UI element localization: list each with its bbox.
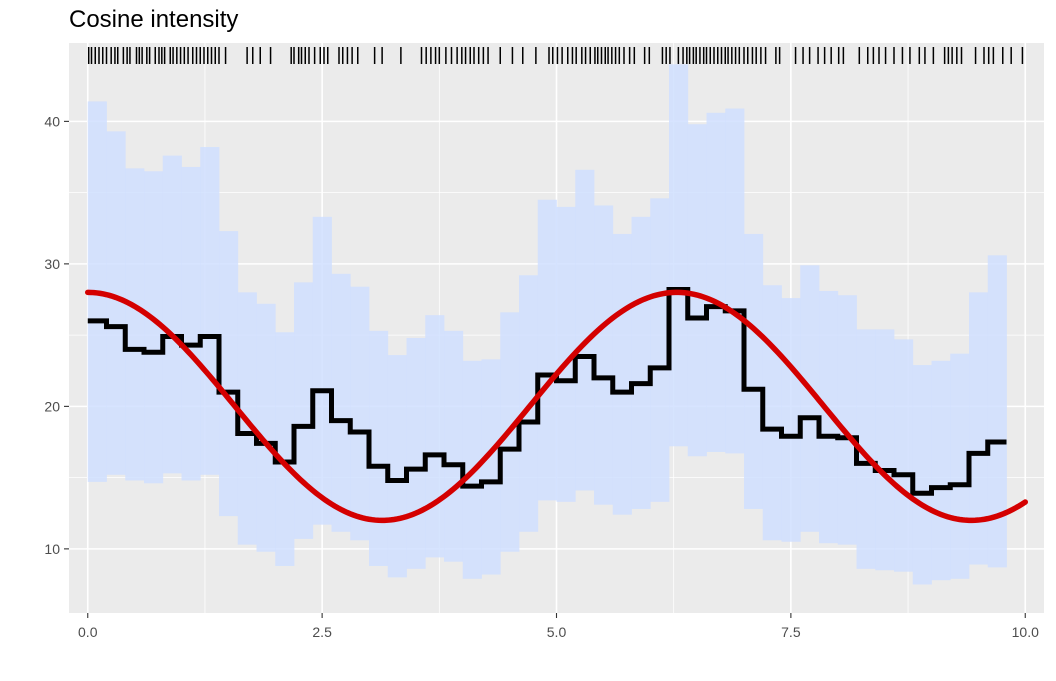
band-bin <box>537 199 557 501</box>
band-bin <box>275 332 295 566</box>
band-bin <box>594 205 614 505</box>
band-bin <box>256 303 276 552</box>
band-bin <box>744 233 764 509</box>
band-bin <box>575 169 595 491</box>
band-bin <box>875 329 895 571</box>
band-bin <box>894 339 914 572</box>
confidence-band <box>87 64 1007 585</box>
band-bin <box>669 64 689 447</box>
band-bin <box>912 365 932 585</box>
band-bin <box>444 330 464 562</box>
band-bin <box>144 171 164 484</box>
band-bin <box>706 112 726 452</box>
band-bin <box>650 198 670 502</box>
band-bin <box>987 255 1007 568</box>
band-bin <box>350 286 370 541</box>
band-bin <box>331 273 351 532</box>
band-bin <box>387 355 407 578</box>
band-bin <box>856 329 876 569</box>
band-bin <box>481 359 501 575</box>
y-tick-label: 40 <box>44 113 60 129</box>
band-bin <box>125 168 145 481</box>
event-rug <box>87 47 1024 64</box>
y-tick-label: 30 <box>44 256 60 272</box>
band-bin <box>106 131 126 475</box>
band-bin <box>162 155 182 474</box>
chart-title: Cosine intensity <box>69 6 239 33</box>
x-tick-label: 7.5 <box>781 624 801 640</box>
y-tick-label: 20 <box>44 398 60 414</box>
x-axis: 0.0 2.5 5.0 7.5 10.0 <box>78 613 1039 640</box>
x-tick-label: 0.0 <box>78 624 98 640</box>
band-bin <box>819 290 839 544</box>
y-axis: 10 20 30 40 <box>44 113 69 557</box>
band-bin <box>612 233 632 515</box>
band-bin <box>762 285 782 541</box>
band-bin <box>425 315 445 558</box>
band-bin <box>969 292 989 565</box>
band-bin <box>725 108 745 454</box>
true-intensity-curve <box>85 289 1028 524</box>
x-tick-label: 2.5 <box>312 624 332 640</box>
band-bin <box>219 231 239 517</box>
band-bin <box>200 147 220 475</box>
x-tick-label: 5.0 <box>547 624 567 640</box>
band-bin <box>837 295 857 545</box>
band-bin <box>312 216 332 525</box>
band-bin <box>931 360 951 581</box>
band-bin <box>181 166 201 481</box>
x-tick-label: 10.0 <box>1012 624 1039 640</box>
band-bin <box>687 124 707 457</box>
band-bin <box>631 216 651 509</box>
band-bin <box>556 206 576 502</box>
band-bin <box>369 330 389 566</box>
band-bin <box>800 265 820 532</box>
y-tick-label: 10 <box>44 541 60 557</box>
